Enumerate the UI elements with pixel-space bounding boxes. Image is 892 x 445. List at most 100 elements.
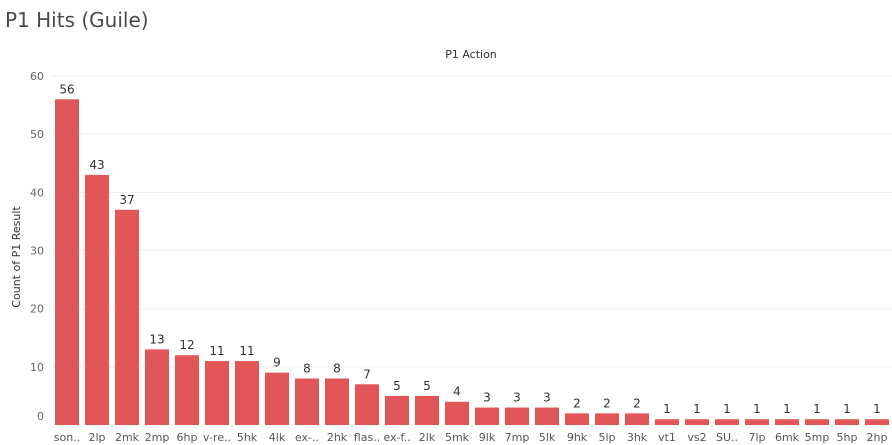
bar [865,419,889,425]
bar [385,395,409,425]
x-tick-label: ex-.. [295,431,319,444]
data-label: 11 [239,344,254,358]
bar [475,407,499,425]
x-tick-label: 5lp [598,431,615,444]
bar [505,407,529,425]
chart-title: P1 Action [445,48,497,61]
x-tick-label: 6hp [177,431,198,444]
y-axis-title: Count of P1 Result [10,206,23,308]
x-tick-label: 7lp [748,431,765,444]
data-label: 1 [873,402,881,416]
x-tick-label: vs2 [687,431,706,444]
data-label: 2 [573,396,581,410]
data-label: 1 [813,402,821,416]
bar [595,413,619,425]
y-tick-label: 10 [30,361,44,374]
bar [415,395,439,425]
data-label: 13 [149,332,164,346]
bars [55,99,889,426]
x-tick-label: 5lk [539,431,556,444]
page-title: P1 Hits (Guile) [5,8,149,32]
x-tick-label: ex-f.. [383,431,410,444]
bar [175,355,199,425]
x-tick-label: vt1 [658,431,676,444]
y-tick-label: 40 [30,186,44,199]
x-tick-label: son.. [54,431,80,444]
x-tick-label: 2mp [145,431,170,444]
bar [805,419,829,425]
bar [565,413,589,425]
x-tick-label: 5mk [445,431,470,444]
x-tick-label: 3hk [627,431,648,444]
y-axis-ticks: 0 10 20 30 40 50 60 [30,70,44,423]
data-label: 1 [723,402,731,416]
bar [715,419,739,425]
data-label: 7 [363,367,371,381]
data-label: 3 [513,391,521,405]
x-tick-label: 7mp [505,431,530,444]
x-tick-label: 2lk [419,431,436,444]
data-label: 11 [209,344,224,358]
bar [265,372,289,425]
data-label: 1 [663,402,671,416]
bar [235,361,259,425]
bar [445,401,469,425]
gridlines [52,75,892,368]
bar [295,378,319,425]
x-axis-categories: son.. 2lp 2mk 2mp 6hp v-re.. 5hk 4lk ex-.. 2hk fla… [54,431,888,444]
y-tick-label: 60 [30,70,44,83]
x-tick-label: 2lp [88,431,105,444]
x-tick-label: 4lk [269,431,286,444]
y-tick-label: 30 [30,245,44,258]
x-tick-label: 2hp [867,431,888,444]
bar [145,349,169,425]
data-label: 5 [393,379,401,393]
data-label: 1 [693,402,701,416]
data-label: 8 [303,361,311,375]
x-tick-label: flas.. [354,431,380,444]
x-tick-label: 5hp [837,431,858,444]
bar [205,361,229,425]
x-tick-label: 9hk [567,431,588,444]
data-label: 4 [453,385,461,399]
data-label: 12 [179,338,194,352]
bar [85,174,109,425]
x-tick-label: 9lk [479,431,496,444]
x-tick-label: 6mk [775,431,800,444]
bar [115,209,139,425]
x-tick-label: SU.. [716,431,738,444]
bar [535,407,559,425]
x-tick-label: 2hk [327,431,348,444]
data-label: 1 [753,402,761,416]
data-label: 1 [843,402,851,416]
bar [745,419,769,425]
bar [775,419,799,425]
y-tick-label: 20 [30,303,44,316]
bar [325,378,349,425]
y-tick-label: 50 [30,128,44,141]
data-label: 2 [633,396,641,410]
data-label: 56 [59,82,74,96]
bar [625,413,649,425]
data-label: 3 [543,391,551,405]
x-tick-label: 5mp [805,431,830,444]
data-label: 2 [603,396,611,410]
bar [55,99,79,426]
data-label: 9 [273,356,281,370]
bar [655,419,679,425]
bar [685,419,709,425]
data-label: 8 [333,361,341,375]
y-tick-label: 0 [37,410,44,423]
bar [835,419,859,425]
data-label: 1 [783,402,791,416]
x-tick-label: 5hk [237,431,258,444]
data-label: 37 [119,193,134,207]
x-tick-label: 2mk [115,431,140,444]
data-label: 43 [89,158,104,172]
data-label: 5 [423,379,431,393]
x-tick-label: v-re.. [203,431,231,444]
bar [355,384,379,425]
data-label: 3 [483,391,491,405]
